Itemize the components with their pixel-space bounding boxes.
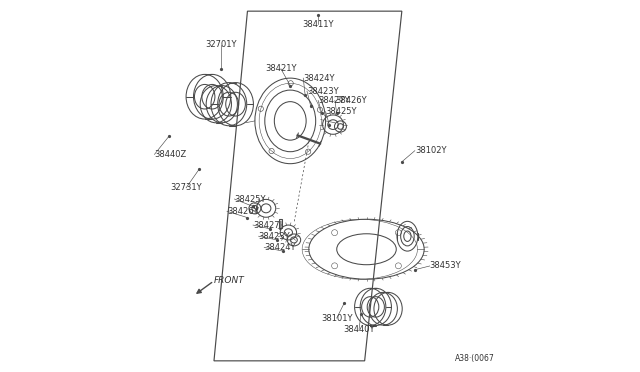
Text: A38·(0067: A38·(0067: [455, 354, 495, 363]
Text: 38423Y: 38423Y: [259, 232, 291, 241]
Text: 38424Y: 38424Y: [264, 243, 296, 252]
Text: 38102Y: 38102Y: [415, 146, 446, 155]
Text: 38423Y: 38423Y: [307, 87, 339, 96]
Text: 38426Y: 38426Y: [227, 207, 259, 216]
Text: 38440Y: 38440Y: [343, 325, 375, 334]
Text: 38101Y: 38101Y: [321, 314, 353, 323]
Text: 38424Y: 38424Y: [303, 74, 335, 83]
Text: 38427Y: 38427Y: [318, 96, 350, 105]
Text: 38453Y: 38453Y: [429, 262, 461, 270]
Text: 38411Y: 38411Y: [302, 20, 334, 29]
Text: 32731Y: 32731Y: [170, 183, 202, 192]
Text: 32701Y: 32701Y: [205, 40, 237, 49]
Text: 38427J: 38427J: [253, 221, 282, 230]
Text: 38421Y: 38421Y: [265, 64, 297, 73]
Text: FRONT: FRONT: [214, 276, 244, 285]
Bar: [280, 218, 282, 228]
Text: 38425Y: 38425Y: [234, 195, 266, 203]
Text: 38425Y: 38425Y: [326, 107, 357, 116]
Text: 38440Z: 38440Z: [154, 150, 187, 159]
Text: 38426Y: 38426Y: [335, 96, 367, 105]
